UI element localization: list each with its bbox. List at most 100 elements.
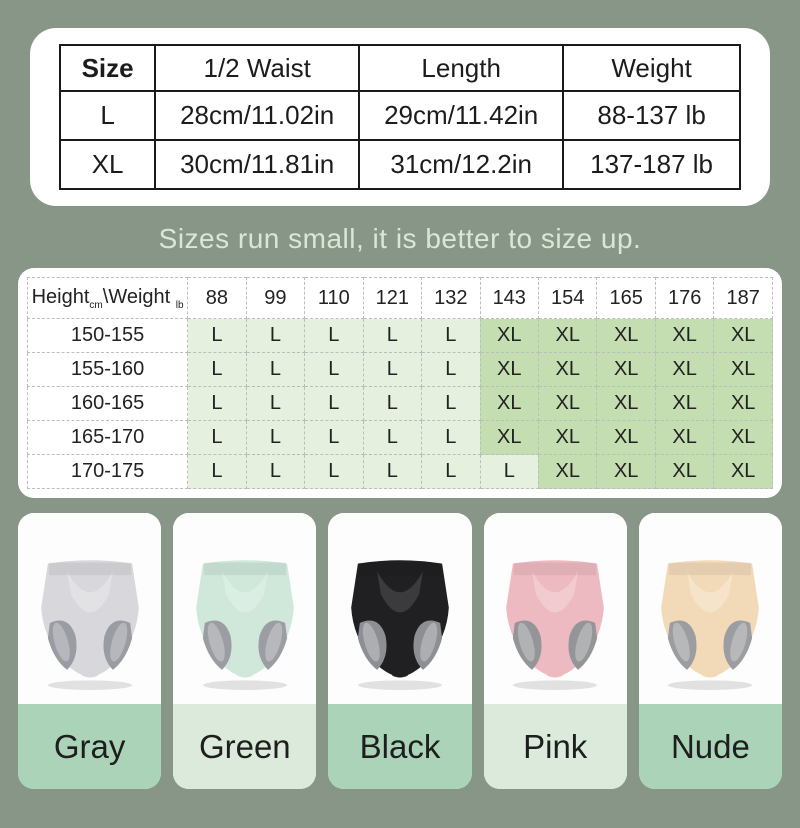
panty-center-strip (231, 622, 259, 678)
product-color-label: Nude (638, 704, 783, 789)
matrix-cell: XL (479, 318, 539, 353)
height-weight-matrix-card: Heightcm\Weight lb 88 99 110 121 132 143… (18, 268, 782, 498)
product-color-label: Green (173, 704, 317, 789)
matrix-cell: XL (537, 318, 598, 353)
matrix-cell: L (362, 352, 423, 387)
height-range-label: 150-155 (26, 318, 189, 353)
matrix-cell: XL (596, 420, 656, 455)
panty-left-panel (357, 620, 387, 670)
panty-right-panel (413, 620, 443, 670)
size-value: XL (58, 139, 157, 190)
matrix-cell: XL (596, 386, 656, 421)
matrix-cell: L (245, 420, 306, 455)
matrix-cell: L (421, 420, 481, 455)
panty-left-panel (47, 620, 77, 670)
header-half-waist: 1/2 Waist (154, 44, 361, 92)
matrix-row: 165-170 L L L L L XL XL XL XL XL (26, 420, 773, 455)
product-color-label: Gray (18, 704, 162, 789)
matrix-cell: L (187, 352, 247, 387)
height-range-label: 170-175 (26, 454, 189, 489)
size-row-l: L 28cm/11.02in 29cm/11.42in 88-137 lb (58, 90, 741, 141)
matrix-cell: L (362, 318, 423, 353)
half-waist-value: 28cm/11.02in (154, 90, 361, 141)
weight-value: 137-187 lb (562, 139, 741, 190)
panty-center-strip (697, 622, 724, 678)
product-card-pink: Pink (483, 513, 627, 789)
panty-left-panel (513, 620, 542, 670)
matrix-cell: L (245, 352, 306, 387)
product-image (18, 513, 162, 704)
matrix-cell: XL (537, 386, 598, 421)
matrix-cell: L (362, 454, 423, 489)
panty-illustration-green (195, 560, 294, 690)
matrix-row: 170-175 L L L L L L XL XL XL XL (26, 454, 773, 489)
panty-left-panel (668, 620, 697, 670)
product-color-label: Pink (483, 704, 627, 789)
half-waist-value: 30cm/11.81in (154, 139, 361, 190)
matrix-cell: L (187, 318, 247, 353)
weight-column-header: 187 (713, 277, 773, 319)
product-color-label: Black (328, 704, 472, 789)
corner-height-unit: cm (89, 299, 103, 311)
corner-weight-unit: lb (175, 299, 184, 311)
matrix-row: 150-155 L L L L L XL XL XL XL XL (26, 318, 773, 353)
weight-column-header: 99 (245, 277, 306, 319)
matrix-cell: L (304, 352, 364, 387)
matrix-cell: L (187, 420, 247, 455)
sizing-notice-text: Sizes run small, it is better to size up… (158, 223, 642, 254)
product-card-black: Black (328, 513, 472, 789)
corner-separator: \ (102, 285, 109, 308)
height-range-label: 165-170 (26, 420, 189, 455)
header-size: Size (58, 44, 157, 92)
matrix-cell: XL (479, 420, 539, 455)
height-range-label: 155-160 (26, 352, 189, 387)
matrix-cell: XL (596, 454, 656, 489)
height-range-label: 160-165 (26, 386, 189, 421)
panty-center-strip (386, 622, 414, 678)
matrix-cell: L (304, 420, 364, 455)
product-color-row: Gray Green (18, 513, 783, 789)
matrix-cell: XL (596, 318, 656, 353)
product-image (483, 513, 627, 704)
matrix-row: 155-160 L L L L L XL XL XL XL XL (26, 352, 773, 387)
matrix-cell: L (304, 318, 364, 353)
matrix-cell: L (304, 386, 364, 421)
matrix-cell: XL (654, 318, 715, 353)
header-weight: Weight (562, 44, 741, 92)
weight-column-header: 132 (421, 277, 481, 319)
matrix-cell: L (187, 386, 247, 421)
matrix-cell: XL (537, 352, 598, 387)
panty-right-panel (568, 620, 598, 670)
length-value: 29cm/11.42in (358, 90, 565, 141)
weight-column-header: 88 (187, 277, 247, 319)
matrix-cell: L (245, 454, 306, 489)
size-table: Size 1/2 Waist Length Weight L 28cm/11.0… (58, 44, 741, 190)
matrix-cell: XL (654, 352, 715, 387)
matrix-row: 160-165 L L L L L XL XL XL XL XL (26, 386, 773, 421)
matrix-cell: XL (654, 420, 715, 455)
product-card-nude: Nude (638, 513, 783, 789)
product-image (173, 513, 317, 704)
matrix-cell: L (421, 386, 481, 421)
matrix-cell: XL (713, 420, 773, 455)
length-value: 31cm/12.2in (358, 139, 565, 190)
matrix-cell: L (421, 454, 481, 489)
matrix-cell: XL (479, 352, 539, 387)
panty-illustration-black (351, 560, 449, 690)
panty-right-panel (258, 620, 287, 670)
matrix-cell: XL (713, 386, 773, 421)
matrix-cell: L (304, 454, 364, 489)
corner-height-label: Height (31, 285, 90, 308)
matrix-header-row: Heightcm\Weight lb 88 99 110 121 132 143… (26, 277, 773, 319)
panty-right-panel (723, 620, 753, 670)
matrix-cell: XL (713, 318, 773, 353)
panty-illustration-gray (40, 560, 139, 690)
weight-column-header: 154 (537, 277, 598, 319)
matrix-cell: L (245, 318, 306, 353)
size-table-card: Size 1/2 Waist Length Weight L 28cm/11.0… (30, 28, 770, 206)
product-card-gray: Gray (18, 513, 162, 789)
panty-illustration-nude (661, 560, 760, 690)
product-image (638, 513, 783, 704)
weight-column-header: 165 (596, 277, 656, 319)
product-card-green: Green (173, 513, 317, 789)
